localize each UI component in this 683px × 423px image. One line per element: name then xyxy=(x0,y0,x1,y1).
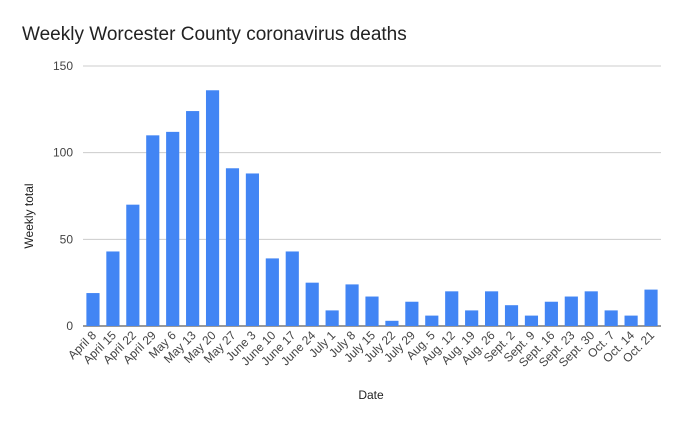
bar xyxy=(325,310,339,326)
bar xyxy=(265,258,279,326)
bar xyxy=(186,111,200,326)
bar xyxy=(305,282,319,326)
bar xyxy=(584,291,598,326)
bar xyxy=(564,296,578,326)
x-axis-label: Date xyxy=(358,388,384,402)
bar xyxy=(285,251,299,326)
bar xyxy=(445,291,459,326)
bar xyxy=(504,305,519,326)
bar xyxy=(604,310,618,326)
bar xyxy=(644,289,658,326)
y-tick-label: 100 xyxy=(53,146,73,160)
bar xyxy=(245,173,259,326)
bar xyxy=(225,168,240,326)
bar xyxy=(465,310,479,326)
y-tick-label: 0 xyxy=(66,319,73,333)
bar xyxy=(345,284,359,326)
bar xyxy=(166,131,180,326)
y-axis-label: Weekly total xyxy=(22,183,36,248)
bar xyxy=(146,135,160,326)
bar xyxy=(86,293,100,326)
bar xyxy=(106,251,120,326)
chart-title: Weekly Worcester County coronavirus deat… xyxy=(22,24,407,45)
bar xyxy=(425,315,439,326)
y-tick-label: 50 xyxy=(60,232,74,246)
bar xyxy=(365,296,379,326)
bar xyxy=(205,90,220,327)
y-tick-label: 150 xyxy=(53,59,73,73)
bar xyxy=(624,315,638,326)
bar xyxy=(126,204,140,326)
bar xyxy=(485,291,499,326)
bar xyxy=(405,301,419,326)
bar xyxy=(544,301,558,326)
bar xyxy=(524,315,539,326)
bar xyxy=(385,320,399,326)
